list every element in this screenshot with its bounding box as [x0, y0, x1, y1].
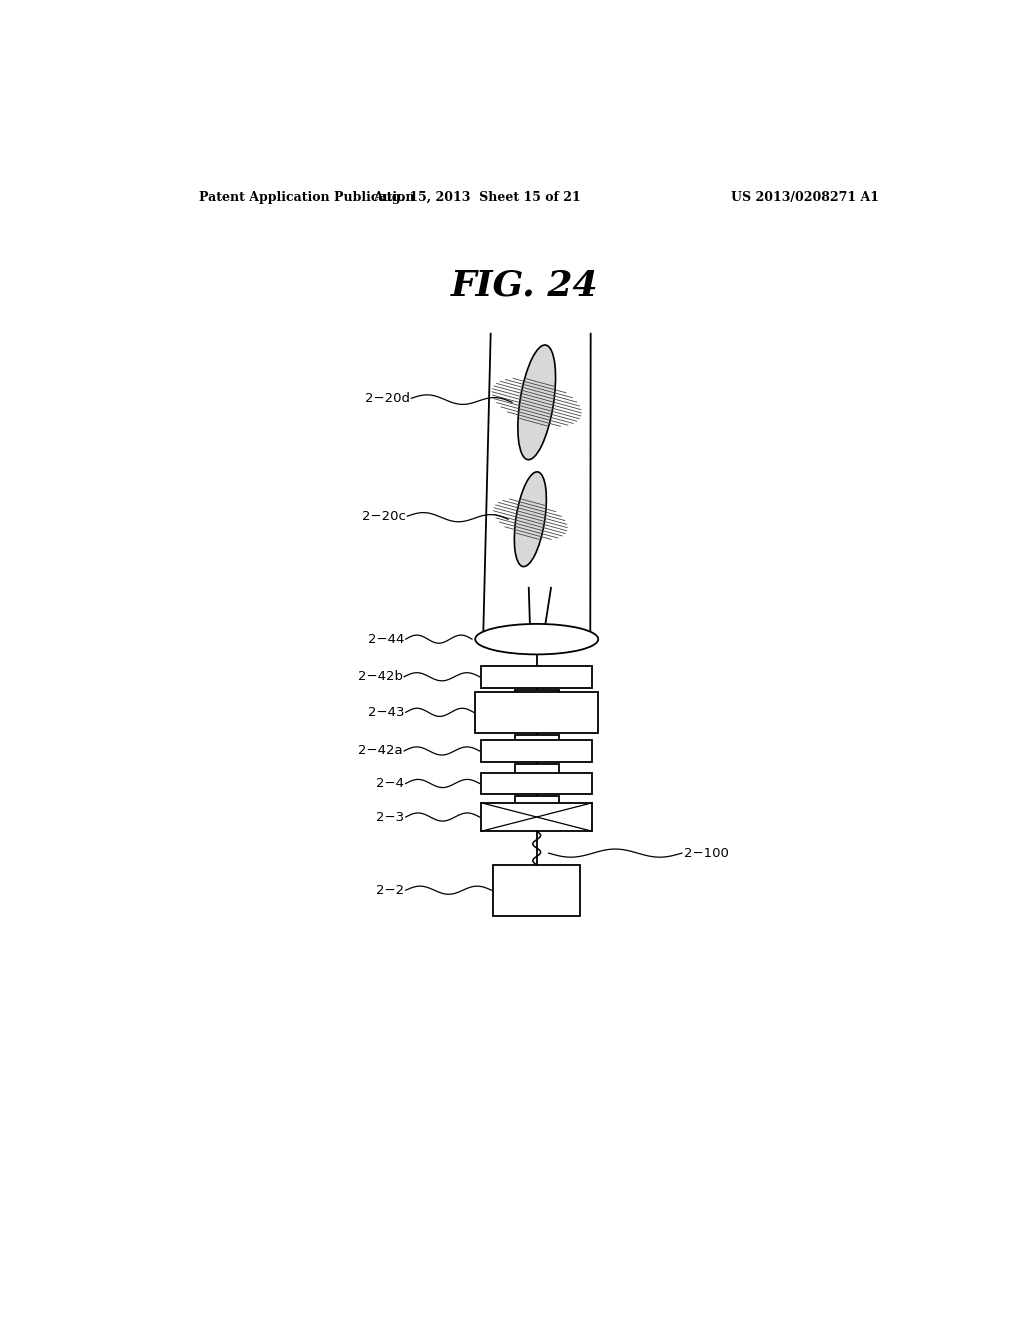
- Ellipse shape: [518, 345, 556, 459]
- Bar: [481, 774, 592, 793]
- Text: FIG. 24: FIG. 24: [451, 268, 599, 302]
- Bar: [515, 796, 558, 805]
- Text: 2−3: 2−3: [376, 810, 404, 824]
- Text: 2−20c: 2−20c: [361, 510, 406, 523]
- Text: 2−42b: 2−42b: [357, 671, 402, 684]
- Bar: [515, 735, 558, 744]
- Text: 2−100: 2−100: [684, 846, 728, 859]
- Bar: [481, 665, 592, 688]
- Text: US 2013/0208271 A1: US 2013/0208271 A1: [731, 190, 880, 203]
- Ellipse shape: [475, 624, 598, 655]
- Text: 2−43: 2−43: [368, 706, 404, 719]
- Text: 2−2: 2−2: [376, 883, 404, 896]
- Text: 2−20d: 2−20d: [365, 392, 410, 405]
- Bar: [475, 692, 598, 733]
- Text: 2−42a: 2−42a: [358, 744, 402, 758]
- Bar: [515, 690, 558, 700]
- Bar: [494, 865, 581, 916]
- Text: Patent Application Publication: Patent Application Publication: [200, 190, 415, 203]
- Ellipse shape: [514, 471, 547, 566]
- Text: 2−4: 2−4: [376, 777, 404, 789]
- Bar: [481, 739, 592, 762]
- Bar: [515, 764, 558, 775]
- Bar: [481, 803, 592, 832]
- Text: Aug. 15, 2013  Sheet 15 of 21: Aug. 15, 2013 Sheet 15 of 21: [374, 190, 581, 203]
- Text: 2−44: 2−44: [368, 632, 404, 645]
